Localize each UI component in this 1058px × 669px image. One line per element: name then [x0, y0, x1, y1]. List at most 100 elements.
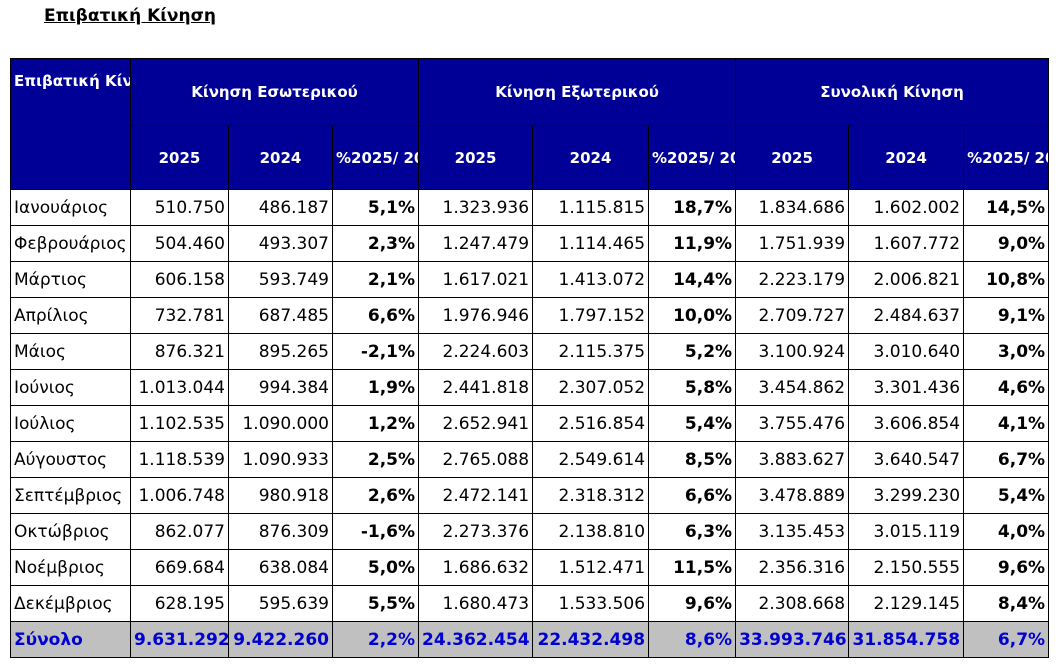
cell: 1.751.939	[735, 225, 850, 262]
cell: 9,6%	[963, 549, 1050, 586]
cell: 1,2%	[331, 405, 420, 442]
row-label: Απρίλιος	[10, 297, 131, 334]
cell: 606.158	[130, 261, 229, 298]
sub-header: 2024	[228, 125, 333, 190]
cell: 3.454.862	[735, 369, 850, 406]
cell: 3.301.436	[848, 369, 965, 406]
sub-header: %2025/ 2024	[963, 125, 1050, 190]
cell: 14,4%	[648, 261, 737, 298]
cell: 2,5%	[331, 441, 420, 478]
row-label: Δεκέμβριος	[10, 585, 131, 622]
cell: 895.265	[228, 333, 333, 370]
cell: 2.224.603	[418, 333, 534, 370]
traffic-table: Επιβατική Κίνηση Κίνηση Εσωτερικού Κίνησ…	[10, 58, 1050, 658]
cell: 2,6%	[331, 477, 420, 514]
cell: 669.684	[130, 549, 229, 586]
cell: 5,0%	[331, 549, 420, 586]
cell: 3.100.924	[735, 333, 850, 370]
cell: 1.686.632	[418, 549, 534, 586]
cell: 876.321	[130, 333, 229, 370]
cell: 5,2%	[648, 333, 737, 370]
cell: 595.639	[228, 585, 333, 622]
cell: 1.013.044	[130, 369, 229, 406]
cell: 638.084	[228, 549, 333, 586]
row-label: Αύγουστος	[10, 441, 131, 478]
cell: 2.006.821	[848, 261, 965, 298]
cell: 3.135.453	[735, 513, 850, 550]
table-row: Σεπτέμβριος 1.006.748 980.918 2,6% 2.472.141…	[10, 477, 1050, 514]
cell: 2.516.854	[532, 405, 650, 442]
cell: 3.299.230	[848, 477, 965, 514]
cell: 22.432.498	[532, 621, 650, 658]
table-row: Ιούνιος 1.013.044 994.384 1,9% 2.441.818 2.30…	[10, 369, 1050, 406]
corner-header: Επιβατική Κίνηση	[10, 58, 131, 190]
cell: 14,5%	[963, 189, 1050, 226]
group-header: Συνολική Κίνηση	[735, 58, 1050, 126]
cell: 11,5%	[648, 549, 737, 586]
row-label: Ιούνιος	[10, 369, 131, 406]
cell: 2.441.818	[418, 369, 534, 406]
row-label: Μάιος	[10, 333, 131, 370]
sub-header: 2024	[848, 125, 965, 190]
cell: 4,0%	[963, 513, 1050, 550]
row-label: Φεβρουάριος	[10, 225, 131, 262]
sub-header: 2024	[532, 125, 650, 190]
cell: 1.090.000	[228, 405, 333, 442]
cell: 2.484.637	[848, 297, 965, 334]
sub-header: %2025/ 2024	[331, 125, 420, 190]
cell: 876.309	[228, 513, 333, 550]
cell: 510.750	[130, 189, 229, 226]
cell: 2.318.312	[532, 477, 650, 514]
cell: 1.413.072	[532, 261, 650, 298]
cell: 6,7%	[963, 441, 1050, 478]
cell: 6,6%	[648, 477, 737, 514]
cell: 4,1%	[963, 405, 1050, 442]
cell: 504.460	[130, 225, 229, 262]
table-row: Φεβρουάριος 504.460 493.307 2,3% 1.247.479 1.…	[10, 225, 1050, 262]
total-row: Σύνολο 9.631.292 9.422.260 2,2% 24.362.454 22…	[10, 621, 1050, 658]
cell: 1.607.772	[848, 225, 965, 262]
cell: 2,1%	[331, 261, 420, 298]
cell: 486.187	[228, 189, 333, 226]
cell: 5,5%	[331, 585, 420, 622]
cell: 6,3%	[648, 513, 737, 550]
cell: 9,6%	[648, 585, 737, 622]
table-row: Μάρτιος 606.158 593.749 2,1% 1.617.021 1.413.…	[10, 261, 1050, 298]
table-row: Απρίλιος 732.781 687.485 6,6% 1.976.946 1.797…	[10, 297, 1050, 334]
cell: 6,7%	[963, 621, 1050, 658]
cell: 4,6%	[963, 369, 1050, 406]
cell: 2.472.141	[418, 477, 534, 514]
cell: 2.273.376	[418, 513, 534, 550]
cell: 1.602.002	[848, 189, 965, 226]
cell: 1.247.479	[418, 225, 534, 262]
cell: 10,0%	[648, 297, 737, 334]
cell: 687.485	[228, 297, 333, 334]
cell: 593.749	[228, 261, 333, 298]
row-label: Σύνολο	[10, 621, 131, 658]
cell: 3.478.889	[735, 477, 850, 514]
cell: 2.549.614	[532, 441, 650, 478]
table-row: Νοέμβριος 669.684 638.084 5,0% 1.686.632 1.51…	[10, 549, 1050, 586]
cell: 1.834.686	[735, 189, 850, 226]
cell: 2.223.179	[735, 261, 850, 298]
cell: 5,4%	[963, 477, 1050, 514]
cell: 3,0%	[963, 333, 1050, 370]
cell: 5,8%	[648, 369, 737, 406]
cell: 1.118.539	[130, 441, 229, 478]
cell: 1.680.473	[418, 585, 534, 622]
cell: 3.606.854	[848, 405, 965, 442]
cell: 18,7%	[648, 189, 737, 226]
cell: 3.010.640	[848, 333, 965, 370]
cell: 3.640.547	[848, 441, 965, 478]
cell: 2.150.555	[848, 549, 965, 586]
cell: 3.015.119	[848, 513, 965, 550]
cell: 493.307	[228, 225, 333, 262]
cell: -2,1%	[331, 333, 420, 370]
cell: 33.993.746	[735, 621, 850, 658]
cell: 8,6%	[648, 621, 737, 658]
cell: 2,2%	[331, 621, 420, 658]
cell: 994.384	[228, 369, 333, 406]
cell: 9,1%	[963, 297, 1050, 334]
cell: 3.755.476	[735, 405, 850, 442]
cell: 31.854.758	[848, 621, 965, 658]
